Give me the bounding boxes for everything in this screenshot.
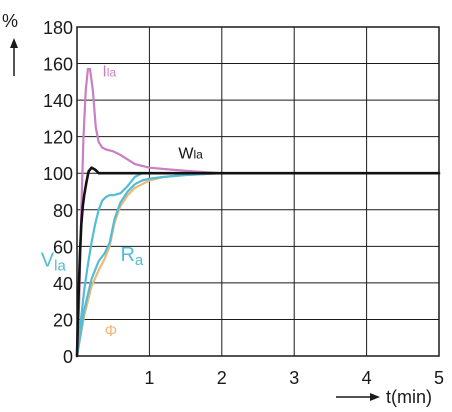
y-tick-label: 120 — [43, 128, 73, 148]
x-tick-label: 1 — [144, 368, 154, 388]
series-label: Ila — [102, 63, 116, 80]
series-labels: Ila Wla Vla Ra Φ — [41, 63, 203, 340]
x-axis-arrow — [336, 393, 380, 401]
y-tick-label: 20 — [53, 310, 73, 330]
series-line-4 — [75, 172, 441, 358]
plot-frame — [76, 26, 440, 357]
y-tick-label: 140 — [43, 91, 73, 111]
x-tick-label: 4 — [362, 368, 372, 388]
series-line-1 — [75, 67, 441, 358]
series-label: Φ — [105, 323, 118, 340]
y-tick-label: 100 — [43, 164, 73, 184]
y-tick-label: 60 — [53, 237, 73, 257]
series-label: Wla — [178, 146, 203, 163]
y-tick-label: 80 — [53, 201, 73, 221]
tick-labels: 0 20 40 60 80 100 120 140 160 180 1 2 3 4 5 — [43, 18, 444, 388]
y-tick-label: 160 — [43, 55, 73, 75]
y-tick-label: 40 — [53, 274, 73, 294]
y-axis-arrow — [10, 38, 18, 76]
series-label: Ra — [120, 244, 143, 269]
y-tick-label: 180 — [43, 18, 73, 38]
series-label: Vla — [41, 249, 67, 274]
x-tick-label: 2 — [217, 368, 227, 388]
x-axis-label: t(min) — [386, 387, 432, 407]
y-axis-label: % — [2, 11, 18, 31]
x-tick-label: 5 — [434, 368, 444, 388]
plot-border — [76, 26, 440, 357]
series-line-2 — [75, 166, 441, 358]
x-tick-label: 3 — [289, 368, 299, 388]
series-lines — [75, 67, 441, 358]
y-tick-label: 0 — [63, 347, 73, 367]
